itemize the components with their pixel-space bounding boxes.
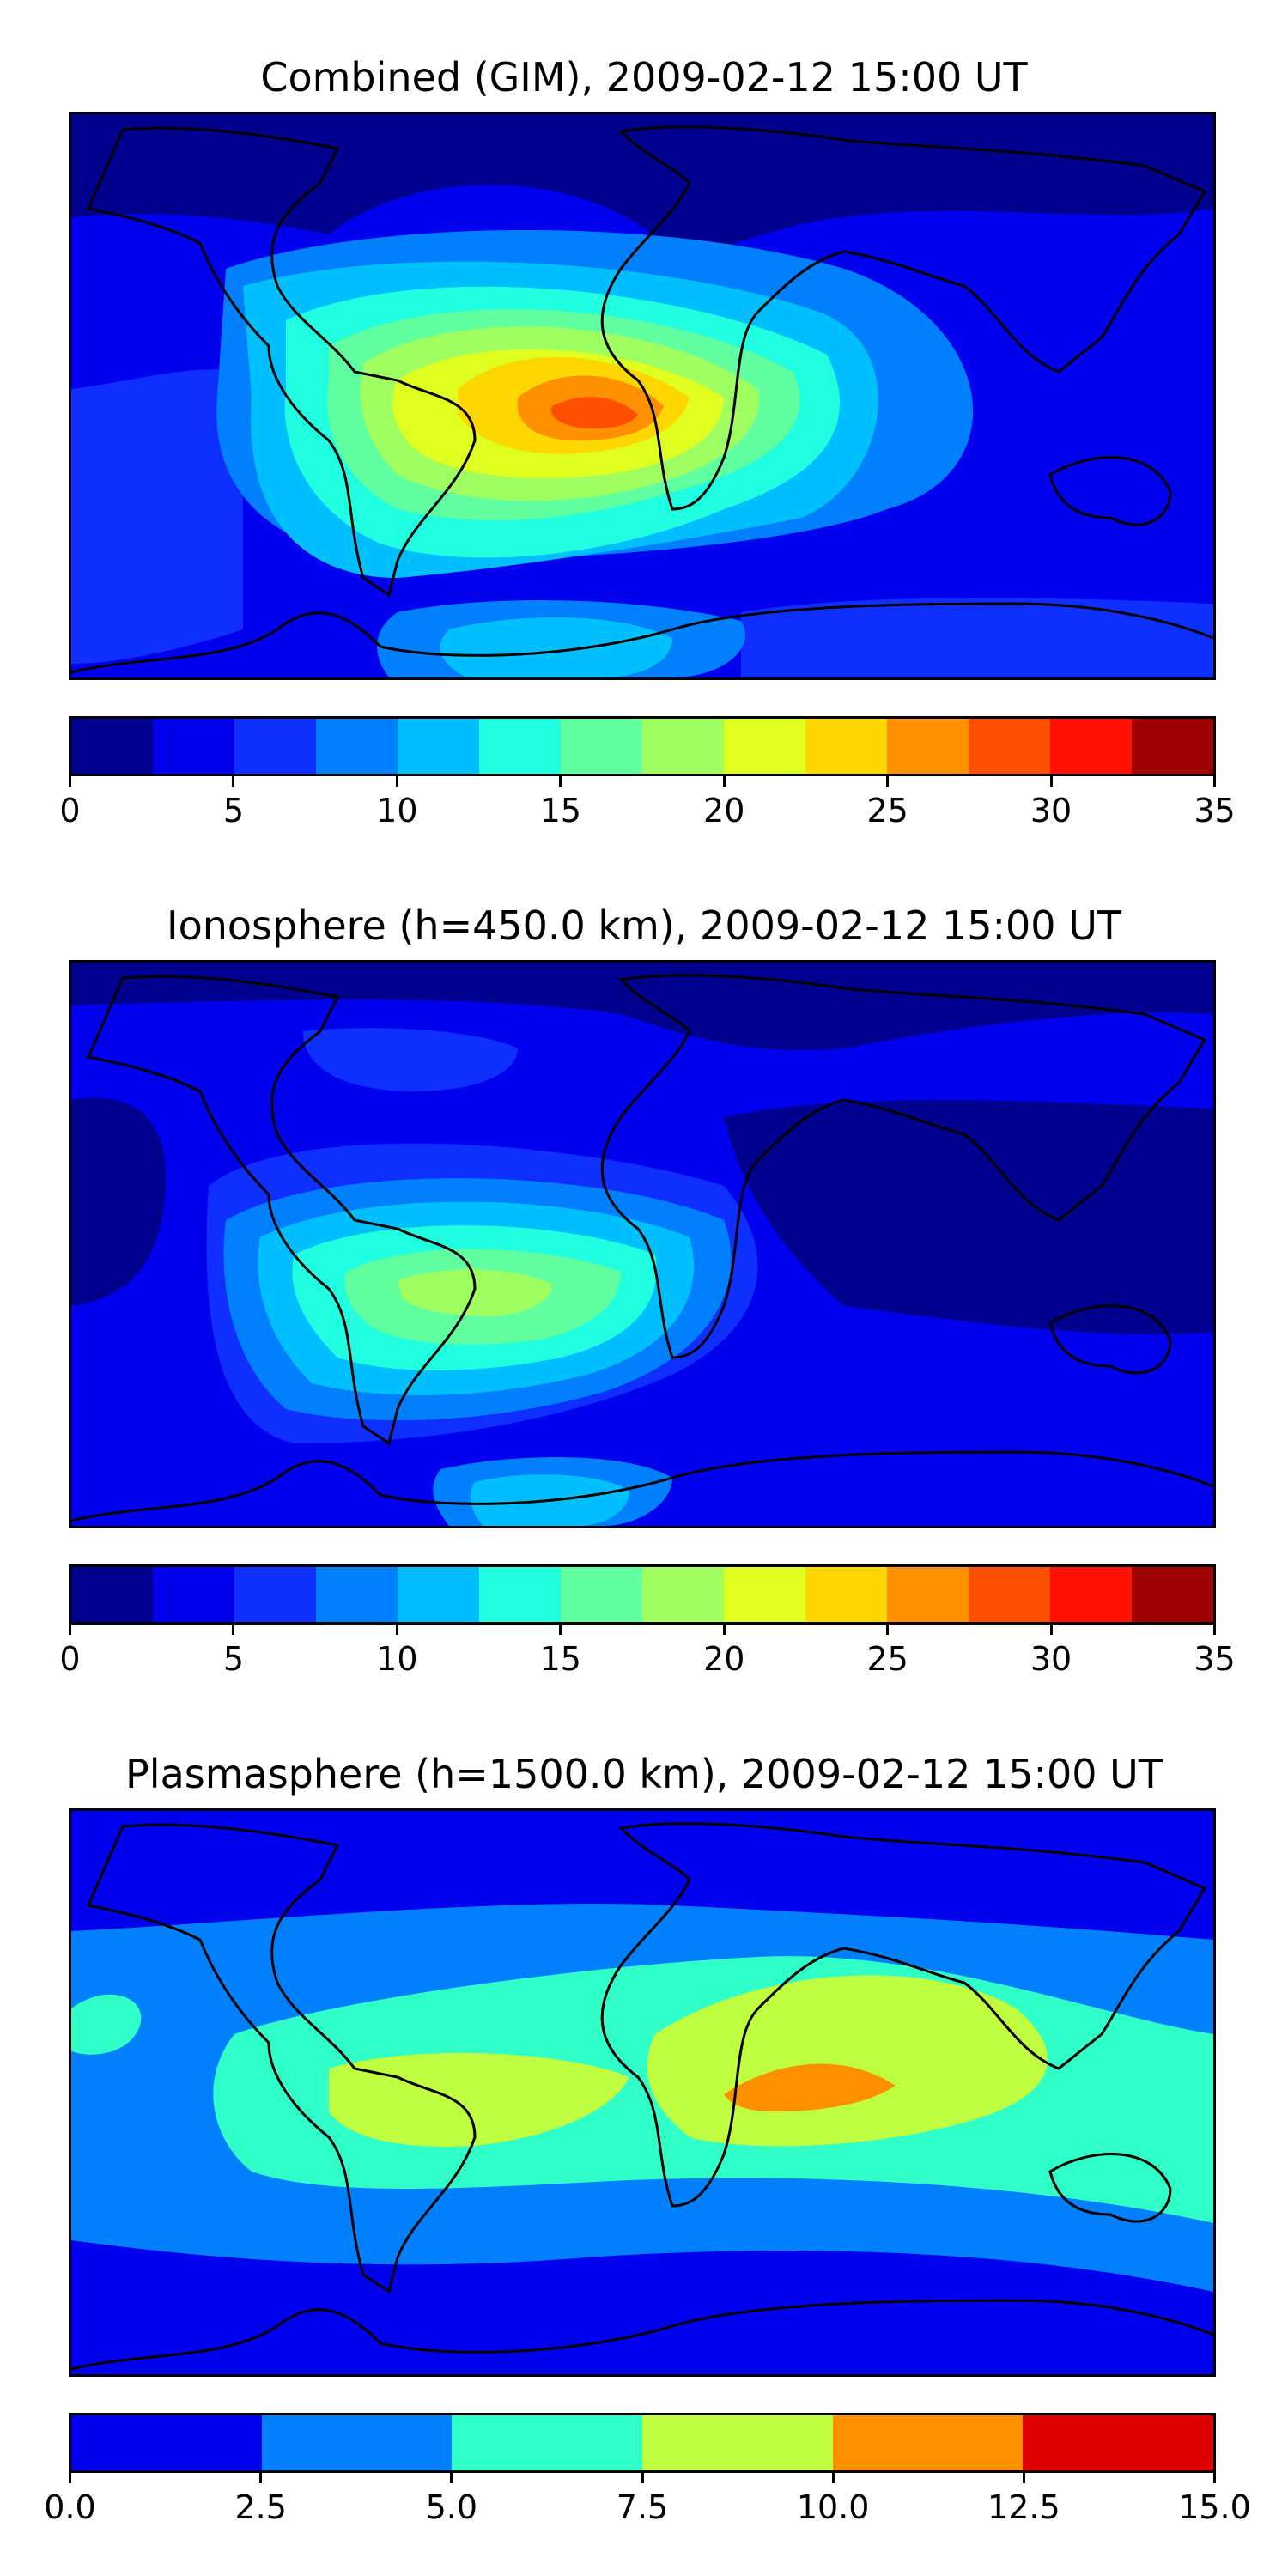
colorbar-segment — [479, 1567, 561, 1622]
colorbar-segment — [887, 719, 969, 774]
colorbar-tick-label: 25 — [866, 1640, 908, 1678]
map-svg-0 — [71, 114, 1213, 677]
colorbar-tick-label: 0.0 — [44, 2488, 96, 2526]
colorbar-tick-label: 35 — [1194, 792, 1236, 829]
colorbar-segment — [642, 2415, 833, 2470]
colorbar-segment — [316, 1567, 398, 1622]
colorbar-tick-label: 7.5 — [616, 2488, 669, 2526]
colorbar-segment — [479, 719, 561, 774]
colorbar-tick-label: 10 — [376, 792, 418, 829]
map-plot — [69, 960, 1216, 1528]
colorbar-segment — [642, 719, 724, 774]
colorbar-tick-label: 25 — [866, 792, 908, 829]
colorbar-tick-label: 30 — [1030, 792, 1072, 829]
colorbar — [69, 1564, 1216, 1625]
colorbar-segment — [1050, 1567, 1132, 1622]
colorbar-segment — [969, 1567, 1050, 1622]
map-svg-2 — [71, 1811, 1213, 2374]
colorbar-tick-label: 12.5 — [987, 2488, 1060, 2526]
colorbar-ticks: 0 5 10 15 20 25 30 35 — [59, 776, 1236, 829]
colorbar-tick-label: 30 — [1030, 1640, 1072, 1678]
colorbar-segment — [234, 719, 316, 774]
map-plot — [69, 1808, 1216, 2377]
colorbar-segment — [724, 1567, 805, 1622]
colorbar-tick-label: 0 — [59, 792, 81, 829]
colorbar-segment — [1023, 2415, 1214, 2470]
colorbar-segment — [1050, 719, 1132, 774]
colorbar-tick-label: 5 — [222, 792, 245, 829]
colorbar-segment — [261, 2415, 453, 2470]
colorbar-segment — [234, 1567, 316, 1622]
chart-title: Ionosphere (h=450.0 km), 2009-02-12 15:0… — [167, 902, 1121, 949]
colorbar-tick-label: 5 — [222, 1640, 245, 1678]
colorbar-tick-label: 15.0 — [1178, 2488, 1251, 2526]
colorbar-segment — [71, 1567, 153, 1622]
colorbar-tick-label: 5.0 — [425, 2488, 478, 2526]
colorbar-segment — [71, 719, 153, 774]
colorbar-segment — [642, 1567, 724, 1622]
map-svg-1 — [71, 963, 1213, 1526]
colorbar-tick-label: 10 — [376, 1640, 418, 1678]
colorbar-segment — [398, 1567, 479, 1622]
colorbar-segment — [316, 719, 398, 774]
colorbar-segment — [153, 1567, 234, 1622]
colorbar-tick-label: 10.0 — [796, 2488, 870, 2526]
colorbar-tick-label: 35 — [1194, 1640, 1236, 1678]
chart-title: Plasmasphere (h=1500.0 km), 2009-02-12 1… — [125, 1751, 1163, 1797]
colorbar-segment — [887, 1567, 969, 1622]
colorbar-segment — [452, 2415, 643, 2470]
colorbar-tick-label: 15 — [539, 1640, 581, 1678]
colorbar-tick-label: 20 — [703, 1640, 745, 1678]
colorbar-tick-label: 15 — [539, 792, 581, 829]
colorbar-tick-label: 2.5 — [234, 2488, 287, 2526]
colorbar-segment — [398, 719, 479, 774]
colorbar-segment — [805, 719, 887, 774]
colorbar-segment — [561, 1567, 642, 1622]
colorbar-segment — [561, 719, 642, 774]
colorbar-ticks: 0.0 2.5 5.0 7.5 10.0 12.5 15.0 — [44, 2473, 1251, 2526]
colorbar-segment — [1132, 719, 1213, 774]
colorbar-segment — [805, 1567, 887, 1622]
map-plot — [69, 112, 1216, 680]
colorbar-segment — [724, 719, 805, 774]
chart-title: Combined (GIM), 2009-02-12 15:00 UT — [260, 54, 1028, 100]
colorbar-tick-label: 0 — [59, 1640, 81, 1678]
colorbar-ticks: 0 5 10 15 20 25 30 35 — [59, 1625, 1236, 1678]
colorbar-segment — [71, 2415, 262, 2470]
colorbar-segment — [832, 2415, 1024, 2470]
colorbar — [69, 716, 1216, 776]
colorbar-tick-label: 20 — [703, 792, 745, 829]
colorbar-segment — [969, 719, 1050, 774]
colorbar-segment — [153, 719, 234, 774]
colorbar — [69, 2413, 1216, 2473]
colorbar-segment — [1132, 1567, 1213, 1622]
